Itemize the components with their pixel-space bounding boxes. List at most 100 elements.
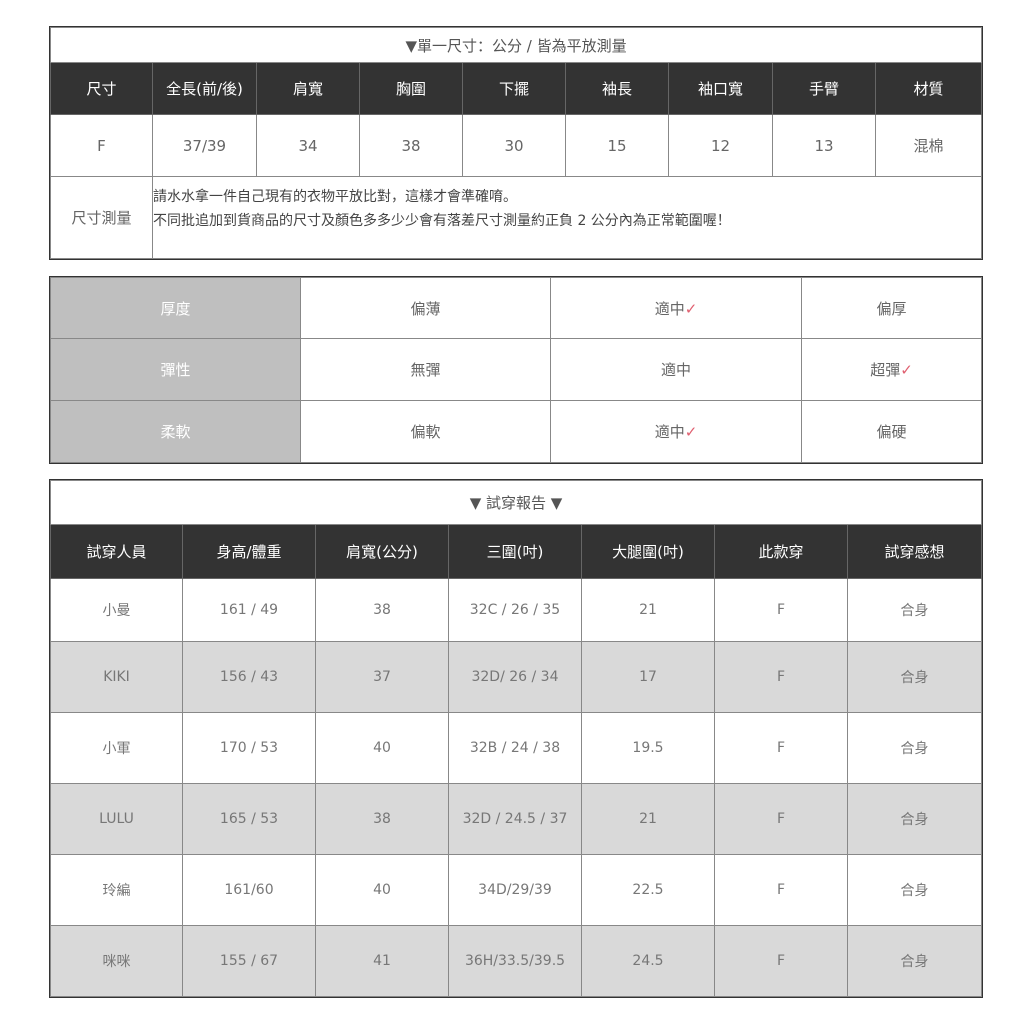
- note-label: 尺寸測量: [50, 176, 153, 259]
- fitting-cell: 合身: [846, 925, 983, 997]
- fabric-option: 無彈: [300, 338, 551, 401]
- fitting-cell: F: [714, 641, 848, 713]
- column-header: 全長(前/後): [152, 62, 257, 115]
- column-header: 袖口寬: [668, 62, 773, 115]
- fitting-cell: 32D/ 26 / 34: [448, 641, 582, 713]
- option-label: 無彈: [410, 361, 441, 379]
- note-line: 請水水拿一件自己現有的衣物平放比對，這樣才會準確唷。: [153, 189, 517, 205]
- column-header: 下擺: [462, 62, 566, 115]
- size-cell: 37/39: [152, 114, 257, 177]
- fitting-row: 小軍 170 / 53 40 32B / 24 / 38 19.5 F 合身: [50, 712, 983, 784]
- column-header: 身高/體重: [182, 524, 316, 579]
- fitting-cell: 170 / 53: [182, 712, 316, 784]
- fitting-cell: 40: [315, 712, 449, 784]
- fitting-cell: 22.5: [581, 854, 715, 926]
- fitting-cell: LULU: [50, 783, 183, 855]
- fitting-cell: 小曼: [50, 578, 183, 642]
- fitting-cell: 155 / 67: [182, 925, 316, 997]
- option-label: 偏軟: [410, 423, 441, 441]
- fabric-row: 厚度 偏薄 適中✓ 偏厚: [50, 277, 982, 339]
- fabric-option: 偏軟: [300, 400, 551, 463]
- fitting-cell: 40: [315, 854, 449, 926]
- column-header: 試穿感想: [846, 524, 983, 579]
- fitting-cell: F: [714, 712, 848, 784]
- fitting-cell: 合身: [846, 783, 983, 855]
- fitting-cell: F: [714, 578, 848, 642]
- fitting-cell: KIKI: [50, 641, 183, 713]
- fitting-cell: 合身: [846, 712, 983, 784]
- option-label: 超彈: [870, 361, 901, 379]
- size-cell: 34: [256, 114, 360, 177]
- column-header: 三圍(吋): [448, 524, 582, 579]
- option-label: 偏厚: [876, 299, 907, 318]
- fabric-row: 柔軟 偏軟 適中✓ 偏硬: [50, 400, 982, 463]
- size-table: ▼單一尺寸：公分 / 皆為平放測量 尺寸 全長(前/後) 肩寬 胸圍 下擺 袖長 袖口寬 手臂…: [48, 26, 984, 260]
- option-label: 偏薄: [410, 299, 441, 318]
- fitting-report-title: ▼ 試穿報告 ▼: [49, 480, 983, 525]
- fitting-cell: 小軍: [50, 712, 183, 784]
- fitting-cell: 161 / 49: [182, 578, 316, 642]
- measurement-note: 請水水拿一件自己現有的衣物平放比對，這樣才會準確唷。 不同批追加到貨商品的尺寸及…: [151, 176, 983, 259]
- option-label: 適中: [654, 299, 685, 318]
- fitting-row: 玲編 161/60 40 34D/29/39 22.5 F 合身: [50, 854, 983, 926]
- fitting-cell: 17: [581, 641, 715, 713]
- fabric-option: 偏薄: [300, 277, 551, 339]
- fitting-cell: 19.5: [581, 712, 715, 784]
- column-header: 試穿人員: [50, 524, 183, 579]
- column-header: 肩寬(公分): [315, 524, 449, 579]
- fabric-row: 彈性 無彈 適中 超彈✓: [50, 338, 982, 401]
- fitting-cell: F: [714, 925, 848, 997]
- check-icon: ✓: [900, 361, 913, 379]
- fitting-row: LULU 165 / 53 38 32D / 24.5 / 37 21 F 合身: [50, 783, 983, 855]
- column-header: 大腿圍(吋): [581, 524, 715, 579]
- column-header: 手臂: [772, 62, 876, 115]
- fitting-report-table: ▼ 試穿報告 ▼ 試穿人員 身高/體重 肩寬(公分) 三圍(吋) 大腿圍(吋) 此款穿 試穿…: [48, 479, 984, 998]
- fitting-cell: 32C / 26 / 35: [448, 578, 582, 642]
- column-header: 此款穿: [714, 524, 848, 579]
- fitting-cell: 41: [315, 925, 449, 997]
- option-label: 偏硬: [876, 423, 907, 441]
- check-icon: ✓: [684, 299, 698, 318]
- fabric-option: 偏厚: [801, 277, 982, 339]
- fabric-table: 厚度 偏薄 適中✓ 偏厚 彈性 無彈 適中 超彈✓ 柔軟 偏軟 適中✓ 偏硬: [49, 276, 983, 464]
- fitting-cell: F: [714, 783, 848, 855]
- option-label: 適中: [660, 361, 691, 379]
- fabric-option: 適中: [550, 338, 802, 401]
- fitting-row: KIKI 156 / 43 37 32D/ 26 / 34 17 F 合身: [50, 641, 983, 713]
- fitting-cell: 36H/33.5/39.5: [448, 925, 582, 997]
- size-cell: 13: [772, 114, 876, 177]
- fabric-attribute-label: 柔軟: [50, 400, 301, 463]
- size-cell: 15: [565, 114, 669, 177]
- fitting-cell: 玲編: [50, 854, 183, 926]
- fitting-cell: 161/60: [182, 854, 316, 926]
- fabric-option: 超彈✓: [801, 338, 982, 401]
- size-table-row: F 37/39 34 38 30 15 12 13 混棉: [50, 114, 983, 177]
- fitting-cell: 38: [315, 578, 449, 642]
- fitting-cell: 37: [315, 641, 449, 713]
- size-table-title: ▼單一尺寸：公分 / 皆為平放測量: [49, 27, 983, 63]
- fitting-table-header: 試穿人員 身高/體重 肩寬(公分) 三圍(吋) 大腿圍(吋) 此款穿 試穿感想: [50, 524, 983, 579]
- size-cell: 12: [668, 114, 773, 177]
- column-header: 肩寬: [256, 62, 360, 115]
- size-cell: 38: [359, 114, 463, 177]
- column-header: 胸圍: [359, 62, 463, 115]
- fabric-option: 偏硬: [801, 400, 982, 463]
- fabric-option: 適中✓: [550, 400, 802, 463]
- fitting-cell: 32D / 24.5 / 37: [448, 783, 582, 855]
- fitting-cell: 咪咪: [50, 925, 183, 997]
- size-table-header: 尺寸 全長(前/後) 肩寬 胸圍 下擺 袖長 袖口寬 手臂 材質: [50, 62, 983, 115]
- size-cell: 30: [462, 114, 566, 177]
- column-header: 材質: [874, 62, 983, 115]
- fabric-option: 適中✓: [550, 277, 802, 339]
- fitting-cell: 165 / 53: [182, 783, 316, 855]
- fitting-cell: 合身: [846, 641, 983, 713]
- fitting-cell: 32B / 24 / 38: [448, 712, 582, 784]
- fitting-cell: F: [714, 854, 848, 926]
- column-header: 袖長: [565, 62, 669, 115]
- size-cell: 混棉: [874, 114, 983, 177]
- fitting-cell: 合身: [846, 854, 983, 926]
- fitting-row: 咪咪 155 / 67 41 36H/33.5/39.5 24.5 F 合身: [50, 925, 983, 997]
- fitting-cell: 34D/29/39: [448, 854, 582, 926]
- check-icon: ✓: [684, 423, 698, 441]
- fitting-cell: 156 / 43: [182, 641, 316, 713]
